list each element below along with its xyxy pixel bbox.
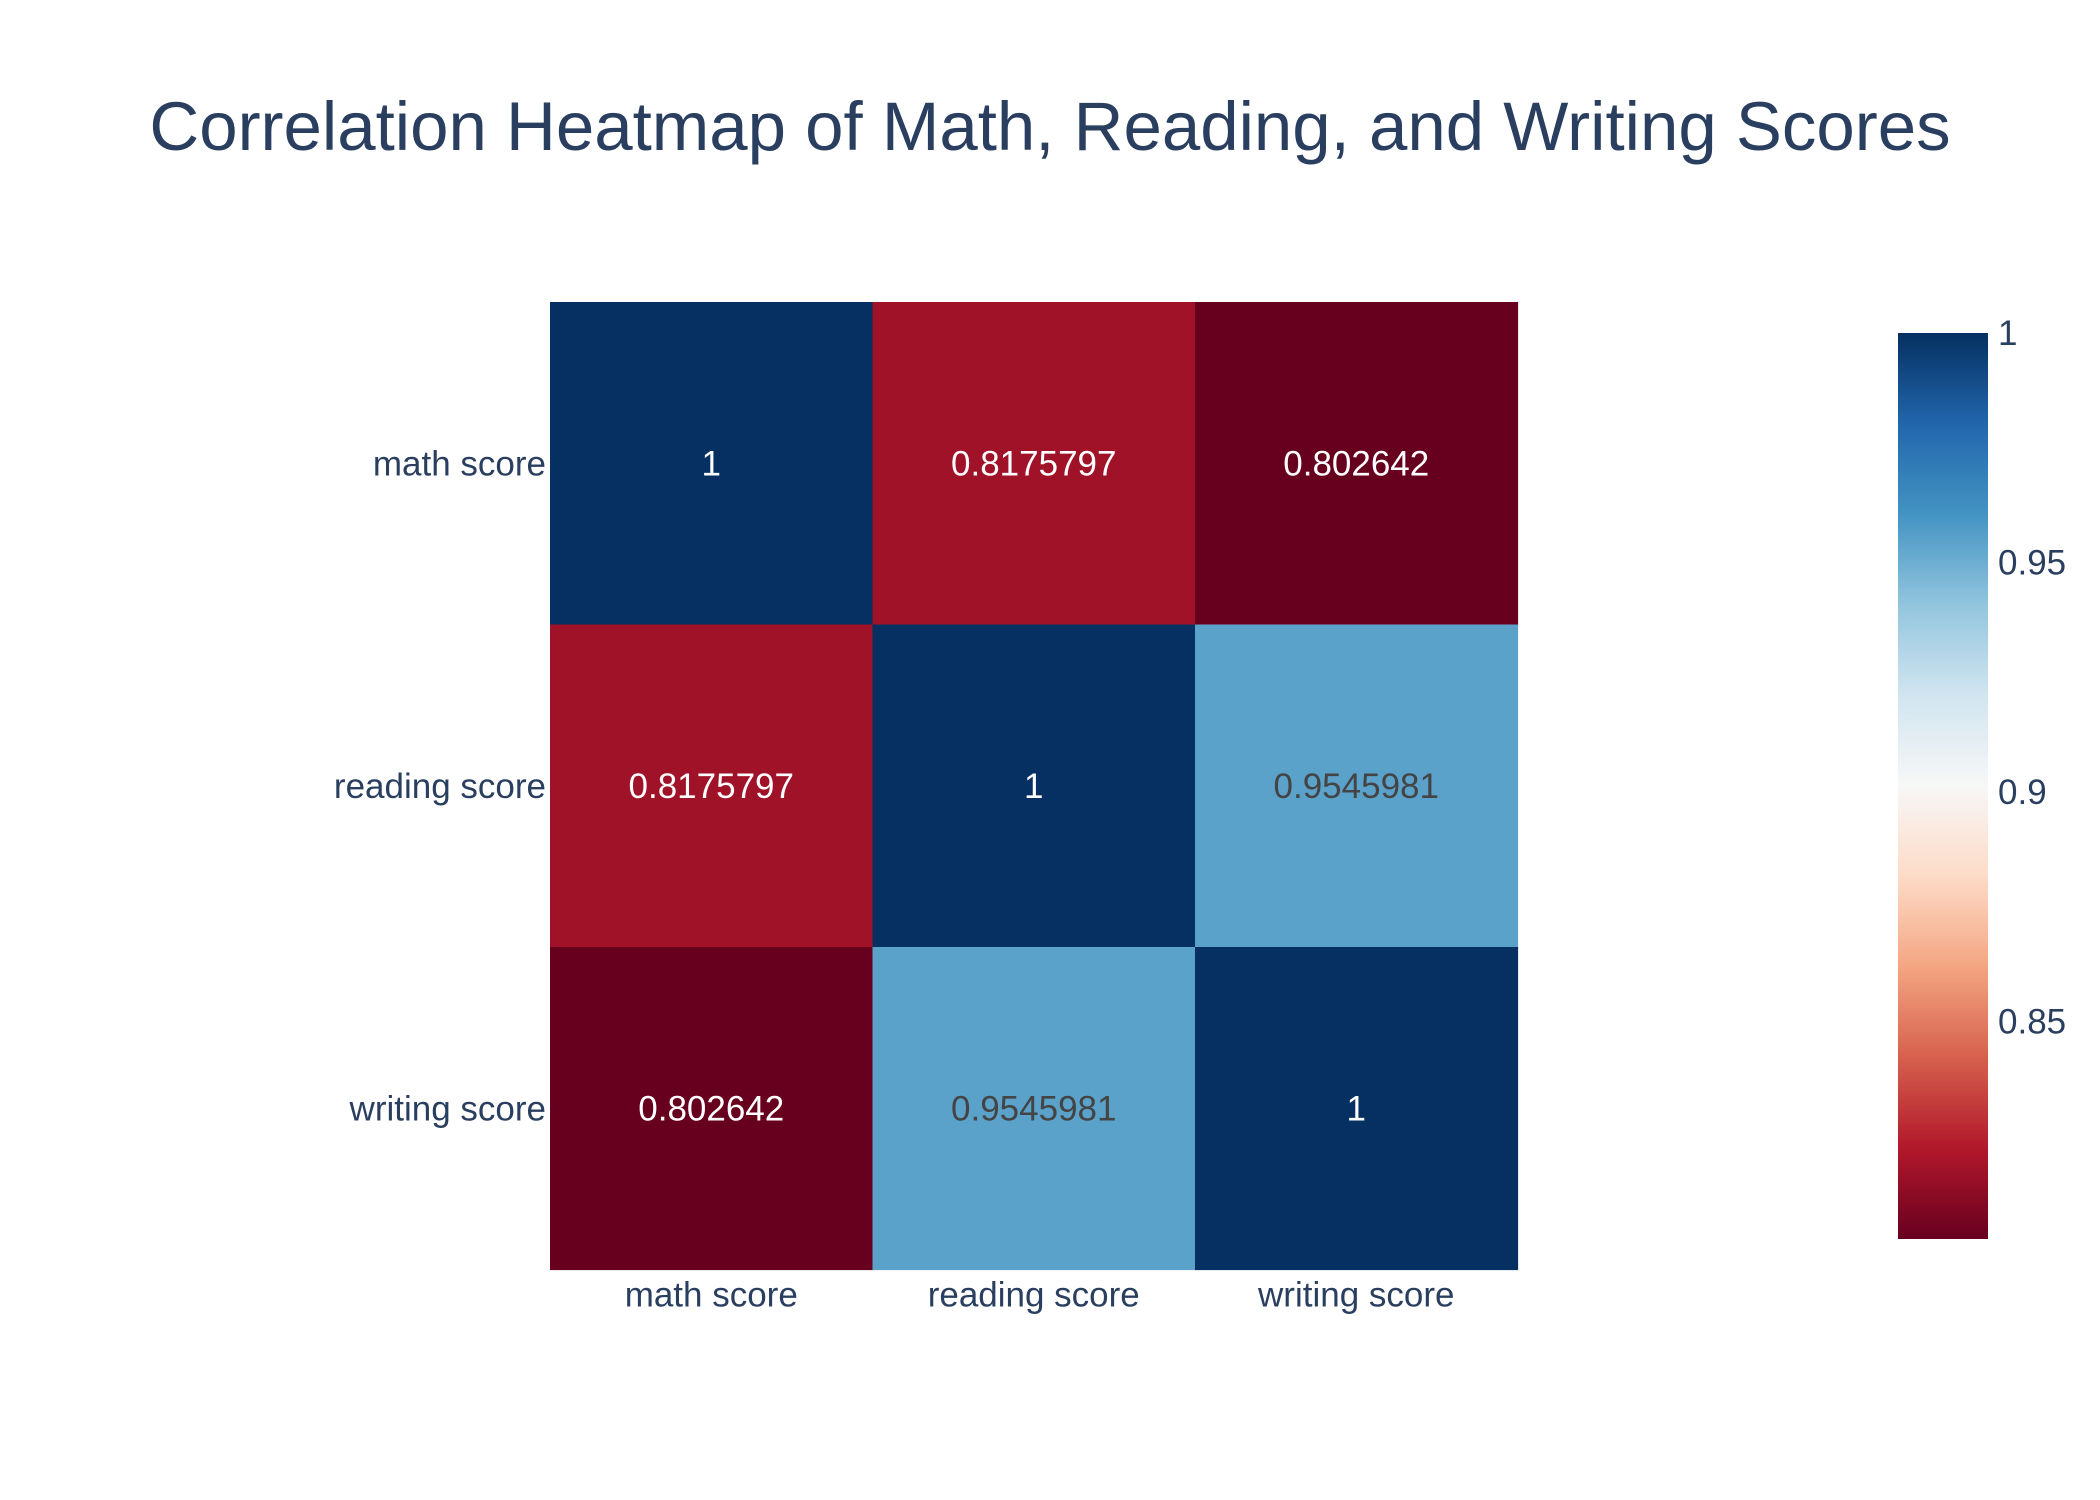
heatmap-cell: [1195, 947, 1519, 1271]
heatmap-cell: [872, 624, 1196, 948]
heatmap-cell-label: 0.9545981: [1274, 767, 1439, 806]
colorbar: 0.85 0.9 0.95 1: [1898, 314, 2066, 1239]
heatmap-cell-label: 1: [1347, 1089, 1366, 1128]
y-axis-tick-label: reading score: [334, 767, 546, 806]
y-axis-tick-label: math score: [373, 444, 546, 483]
colorbar-tick-label: 1: [1998, 314, 2017, 353]
y-axis-ticks: math score reading score writing score: [334, 444, 546, 1128]
heatmap-cell-label: 0.9545981: [951, 1089, 1116, 1128]
heatmap-cell: [872, 947, 1196, 1271]
heatmap-cell: [1195, 624, 1519, 948]
heatmap-cell: [550, 302, 874, 626]
colorbar-tick-label: 0.9: [1998, 773, 2047, 812]
colorbar-tick-label: 0.95: [1998, 544, 2066, 583]
heatmap-cell: [872, 302, 1196, 626]
heatmap-cell-label: 1: [1024, 767, 1043, 806]
heatmap-cell-label: 0.8175797: [951, 444, 1116, 483]
heatmap-cell: [1195, 302, 1519, 626]
heatmap-cell-labels: 1 0.8175797 0.802642 0.8175797 1 0.9545981 0.8…: [629, 444, 1439, 1128]
x-axis-ticks: math score reading score writing score: [625, 1276, 1455, 1315]
colorbar-gradient: [1898, 333, 1988, 1239]
heatmap-cell-label: 0.802642: [638, 1089, 784, 1128]
x-axis-tick-label: writing score: [1257, 1276, 1454, 1315]
heatmap-cell-label: 1: [702, 444, 721, 483]
heatmap-cell-label: 0.802642: [1283, 444, 1429, 483]
heatmap-cell-label: 0.8175797: [629, 767, 794, 806]
y-axis-tick-label: writing score: [349, 1089, 546, 1128]
x-axis-tick-label: reading score: [928, 1276, 1140, 1315]
colorbar-tick-label: 0.85: [1998, 1003, 2066, 1042]
heatmap-cell: [550, 947, 874, 1271]
chart-title: Correlation Heatmap of Math, Reading, an…: [149, 88, 1950, 165]
heatmap-cells: [550, 302, 1519, 1271]
heatmap-cell: [550, 624, 874, 948]
x-axis-tick-label: math score: [625, 1276, 798, 1315]
